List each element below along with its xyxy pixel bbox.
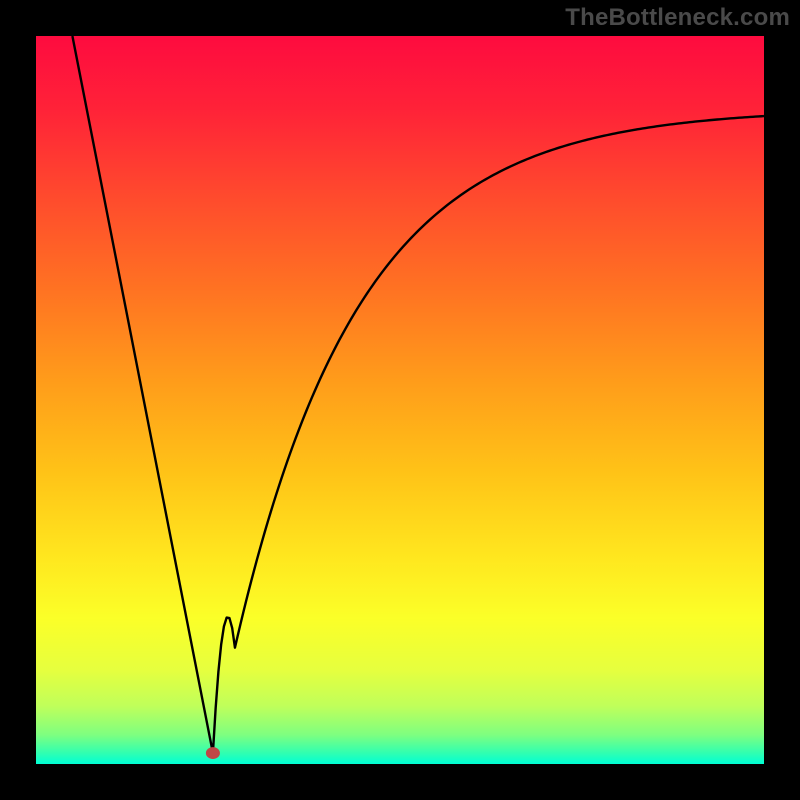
watermark-text: TheBottleneck.com xyxy=(565,4,790,32)
bottleneck-curve-chart xyxy=(36,36,764,764)
chart-background xyxy=(36,36,764,764)
figure-root: { "watermark": { "text": "TheBottleneck.… xyxy=(0,0,800,800)
optimum-marker xyxy=(206,747,220,759)
plot-area xyxy=(36,36,764,764)
